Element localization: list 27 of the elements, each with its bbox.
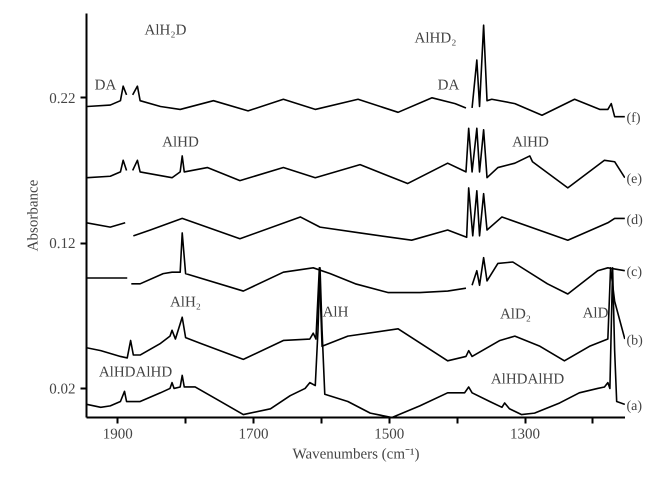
annotation: AlH <box>322 304 349 320</box>
y-tick-label: 0.12 <box>49 236 76 252</box>
x-axis-title: Wavenumbers (cm⁻¹) <box>292 446 420 462</box>
annotation: AlD₂ <box>500 306 532 322</box>
series-label: (f) <box>626 111 641 126</box>
annotation: AlH₂D <box>144 22 187 38</box>
annotation: AlH₂ <box>170 294 202 310</box>
annotation: AlHD <box>162 134 199 150</box>
series-label: (e) <box>626 172 642 188</box>
y-tick-label: 0.02 <box>49 381 76 398</box>
series-label: (a) <box>626 398 642 414</box>
x-tick-label: 1300 <box>510 426 540 442</box>
series-label: (d) <box>626 212 644 228</box>
series-label: (b) <box>626 334 644 349</box>
y-tick-label: 0.22 <box>49 90 76 107</box>
x-tick-label: 1500 <box>374 426 404 442</box>
series-label: (c) <box>626 265 642 280</box>
annotation: DA <box>438 78 460 94</box>
x-tick-label: 1900 <box>102 426 133 442</box>
annotation: DA <box>94 78 116 94</box>
annotation: AlD <box>582 306 609 322</box>
y-axis-title: Absorbance <box>25 179 42 252</box>
annotation: AlHD₂ <box>414 30 456 46</box>
annotation: AlHD <box>512 134 549 150</box>
annotation: AlHDAlHD <box>98 364 172 380</box>
annotation: AlHDAlHD <box>490 372 564 388</box>
x-tick-label: 1700 <box>238 426 268 442</box>
